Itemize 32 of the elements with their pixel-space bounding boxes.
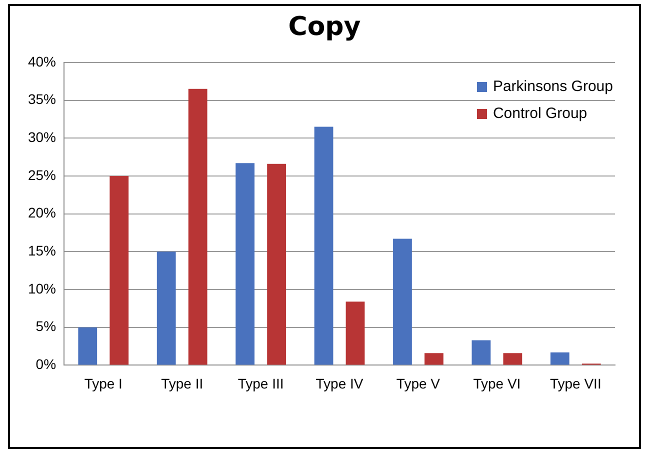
legend-label: Control Group [492,105,588,122]
x-tick-label: Type IV [316,375,364,392]
y-tick-label: 35% [28,91,56,108]
bar [472,340,491,365]
x-tick-label: Type VII [550,375,602,392]
y-tick-label: 25% [28,166,56,183]
x-tick-label: Type VI [473,375,521,392]
x-tick-label: Type V [396,375,441,392]
bar [346,302,365,365]
y-tick-label: 30% [28,128,56,145]
y-tick-label: 0% [36,356,56,372]
legend-label: Parkinsons Group [492,78,613,95]
bar [188,88,208,365]
bar [424,353,444,365]
x-tick-label: Type II [161,375,204,392]
bar [550,352,570,365]
y-tick-label: 40% [28,53,56,70]
bar [503,353,522,365]
y-tick-label: 10% [28,280,56,296]
bar [236,163,254,365]
y-tick-label: 5% [36,318,56,334]
bar [267,164,286,365]
bar [78,327,98,365]
bar [110,176,129,365]
bar [156,252,176,365]
bar [314,126,334,365]
x-tick-label: Type I [84,375,122,392]
bar [393,238,412,365]
y-tick-label: 20% [28,204,56,221]
chart-title: Copy [287,12,362,42]
y-tick-label: 15% [28,242,56,259]
x-tick-label: Type III [238,375,284,392]
